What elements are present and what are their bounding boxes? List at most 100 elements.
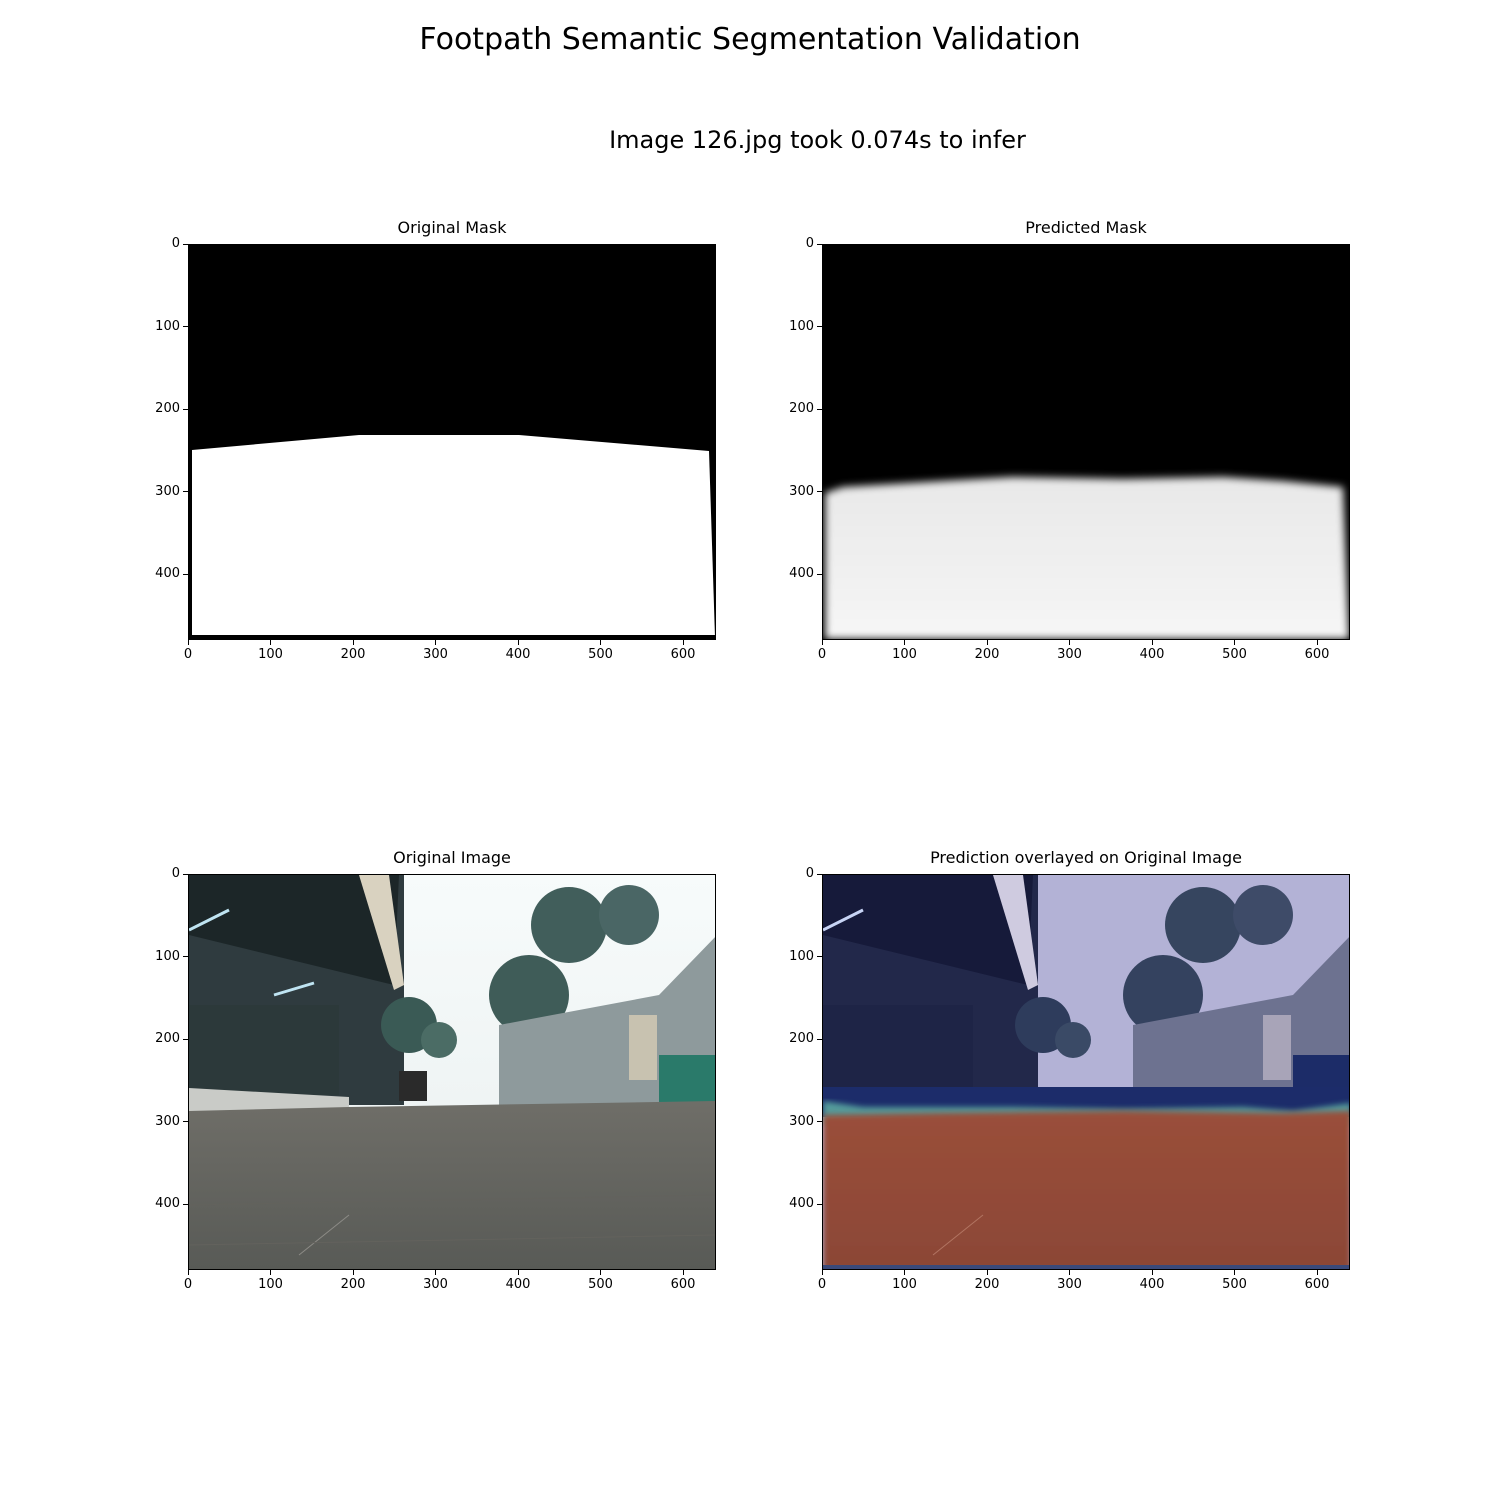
x-tick-label: 500 bbox=[588, 647, 613, 662]
y-tick-mark bbox=[817, 408, 822, 410]
figure-subtitle: Image 126.jpg took 0.074s to infer bbox=[609, 126, 1026, 154]
y-tick-label: 0 bbox=[805, 866, 814, 881]
y-tick-mark bbox=[183, 1121, 188, 1122]
y-tick-mark bbox=[183, 491, 188, 492]
y-tick-label: 200 bbox=[155, 401, 180, 416]
y-tick-label: 100 bbox=[155, 318, 180, 334]
x-tick-label: 300 bbox=[1057, 647, 1082, 662]
x-tick-label: 400 bbox=[1139, 647, 1165, 662]
panel-title-original-image: Original Image bbox=[393, 848, 511, 867]
y-tick-mark bbox=[817, 326, 822, 327]
y-tick-mark bbox=[183, 243, 188, 245]
x-tick-mark bbox=[435, 1270, 436, 1275]
x-tick-mark bbox=[1069, 1270, 1070, 1275]
x-tick-label: 600 bbox=[670, 1277, 696, 1292]
x-tick-mark bbox=[821, 640, 823, 645]
x-tick-label: 300 bbox=[1057, 1277, 1082, 1292]
y-tick-label: 300 bbox=[789, 1113, 814, 1129]
y-tick-mark bbox=[817, 491, 822, 492]
x-tick-mark bbox=[600, 640, 601, 645]
x-tick-label: 200 bbox=[974, 647, 1000, 662]
y-tick-mark bbox=[183, 573, 188, 575]
x-tick-mark bbox=[904, 1270, 905, 1275]
x-tick-mark bbox=[600, 1270, 601, 1275]
x-tick-mark bbox=[1234, 1270, 1235, 1275]
y-tick-label: 300 bbox=[155, 1113, 180, 1129]
y-tick-label: 100 bbox=[789, 318, 814, 334]
x-tick-mark bbox=[517, 640, 519, 645]
y-tick-mark bbox=[817, 243, 822, 245]
x-tick-mark bbox=[1316, 640, 1318, 645]
x-tick-label: 100 bbox=[258, 647, 283, 662]
y-tick-label: 100 bbox=[789, 948, 814, 964]
y-tick-label: 400 bbox=[789, 566, 814, 581]
y-tick-label: 0 bbox=[171, 866, 180, 881]
y-tick-label: 400 bbox=[789, 1196, 814, 1211]
x-tick-mark bbox=[517, 1270, 519, 1275]
x-tick-label: 500 bbox=[1222, 647, 1247, 662]
y-tick-label: 300 bbox=[155, 483, 180, 499]
x-tick-label: 0 bbox=[183, 1277, 193, 1292]
x-tick-label: 200 bbox=[340, 1277, 366, 1292]
x-tick-label: 400 bbox=[505, 1277, 531, 1292]
y-tick-label: 0 bbox=[171, 236, 180, 251]
y-tick-label: 200 bbox=[155, 1031, 180, 1046]
x-tick-label: 400 bbox=[505, 647, 531, 662]
y-tick-mark bbox=[817, 573, 822, 575]
y-tick-mark bbox=[183, 1038, 188, 1040]
x-tick-mark bbox=[352, 1270, 354, 1275]
x-tick-mark bbox=[435, 640, 436, 645]
x-tick-mark bbox=[1234, 640, 1235, 645]
y-tick-mark bbox=[817, 873, 822, 875]
x-tick-label: 600 bbox=[1304, 1277, 1330, 1292]
x-tick-mark bbox=[1069, 640, 1070, 645]
original-photo bbox=[188, 874, 716, 1270]
x-tick-label: 200 bbox=[974, 1277, 1000, 1292]
x-tick-label: 600 bbox=[1304, 647, 1330, 662]
x-tick-label: 600 bbox=[670, 647, 696, 662]
x-tick-label: 100 bbox=[892, 647, 917, 662]
y-tick-mark bbox=[183, 873, 188, 875]
panel-title-predicted-mask: Predicted Mask bbox=[1025, 218, 1147, 237]
x-tick-mark bbox=[270, 640, 271, 645]
y-tick-mark bbox=[183, 408, 188, 410]
y-tick-mark bbox=[817, 1203, 822, 1205]
y-tick-label: 0 bbox=[805, 236, 814, 251]
y-tick-label: 200 bbox=[789, 1031, 814, 1046]
x-tick-mark bbox=[270, 1270, 271, 1275]
x-tick-mark bbox=[352, 640, 354, 645]
y-tick-label: 200 bbox=[789, 401, 814, 416]
x-tick-label: 300 bbox=[423, 1277, 448, 1292]
y-tick-label: 400 bbox=[155, 1196, 180, 1211]
x-tick-mark bbox=[187, 640, 189, 645]
x-tick-label: 500 bbox=[1222, 1277, 1247, 1292]
panel-original-image: Original Image bbox=[188, 848, 716, 1270]
overlay-image bbox=[822, 874, 1350, 1270]
panel-original-mask: Original Mask bbox=[188, 218, 716, 640]
x-tick-label: 100 bbox=[258, 1277, 283, 1292]
x-tick-mark bbox=[682, 1270, 684, 1275]
original-mask-image bbox=[188, 244, 716, 640]
x-tick-label: 0 bbox=[183, 647, 193, 662]
x-tick-label: 500 bbox=[588, 1277, 613, 1292]
x-tick-label: 400 bbox=[1139, 1277, 1165, 1292]
y-tick-mark bbox=[817, 956, 822, 957]
x-tick-mark bbox=[1151, 640, 1153, 645]
y-tick-mark bbox=[817, 1121, 822, 1122]
y-tick-mark bbox=[183, 956, 188, 957]
x-tick-mark bbox=[1151, 1270, 1153, 1275]
y-tick-label: 300 bbox=[789, 483, 814, 499]
x-tick-mark bbox=[187, 1270, 189, 1275]
panel-predicted-mask: Predicted Mask bbox=[822, 218, 1350, 640]
x-tick-label: 200 bbox=[340, 647, 366, 662]
x-tick-label: 0 bbox=[817, 1277, 827, 1292]
y-tick-mark bbox=[183, 326, 188, 327]
predicted-mask-image bbox=[822, 244, 1350, 640]
y-tick-label: 100 bbox=[155, 948, 180, 964]
x-tick-mark bbox=[1316, 1270, 1318, 1275]
y-tick-label: 400 bbox=[155, 566, 180, 581]
x-tick-mark bbox=[986, 1270, 988, 1275]
x-tick-label: 300 bbox=[423, 647, 448, 662]
y-tick-mark bbox=[183, 1203, 188, 1205]
x-tick-mark bbox=[682, 640, 684, 645]
